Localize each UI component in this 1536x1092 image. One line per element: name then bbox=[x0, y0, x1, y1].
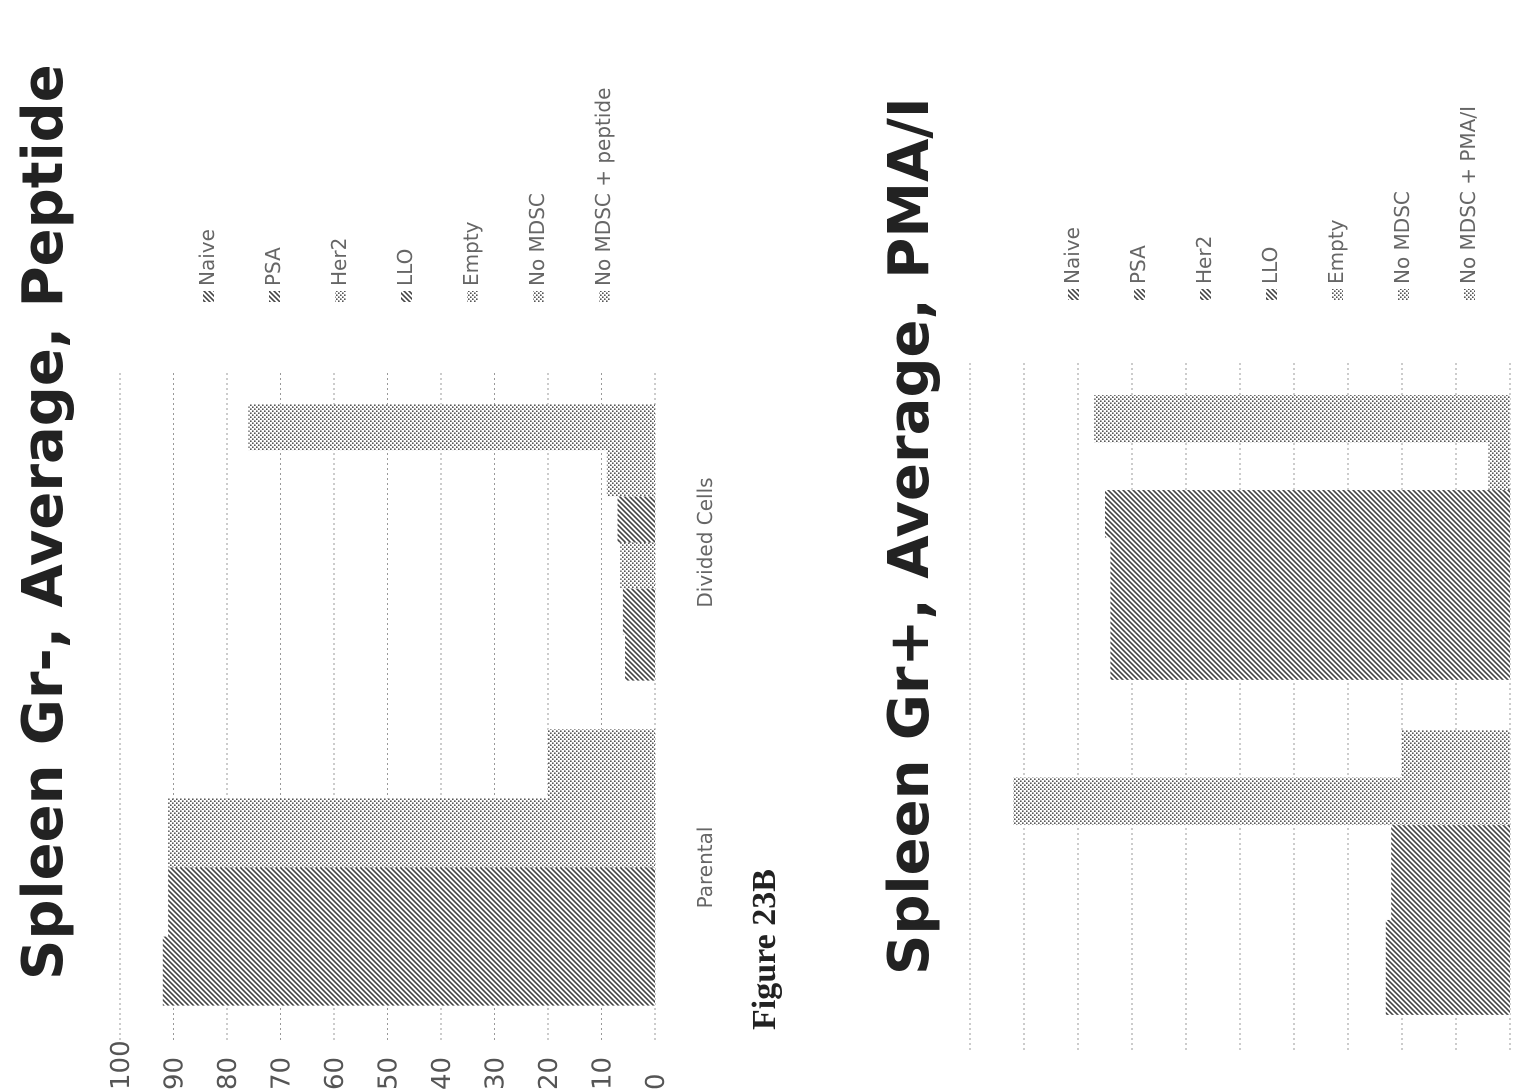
bar bbox=[1402, 730, 1510, 777]
bar bbox=[168, 798, 655, 867]
legend-label: Naive bbox=[195, 229, 219, 286]
bar bbox=[607, 450, 655, 496]
bar bbox=[1391, 873, 1510, 920]
legend-swatch bbox=[1332, 289, 1343, 300]
y-tick-label: 100 bbox=[106, 1040, 136, 1090]
bar bbox=[1094, 395, 1510, 442]
y-tick-label: 30 bbox=[481, 1057, 511, 1090]
legend-label: Empty bbox=[1324, 219, 1348, 284]
bar bbox=[163, 937, 655, 1006]
legend-label: No MDSC + peptide bbox=[591, 88, 615, 286]
legend-swatch bbox=[1068, 289, 1079, 300]
bar bbox=[623, 589, 655, 635]
legend-label: PSA bbox=[261, 247, 285, 286]
legend-swatch bbox=[401, 291, 412, 302]
chart: Spleen Gr+, Average, PMA/I Naive PSA Her2 LL… bbox=[877, 97, 1510, 1050]
bar bbox=[1110, 585, 1510, 632]
y-tick-label: 60 bbox=[320, 1057, 350, 1090]
bar bbox=[618, 496, 655, 542]
bar bbox=[1386, 967, 1510, 1014]
legend-label: Her2 bbox=[327, 238, 351, 286]
legend-label: Empty bbox=[459, 221, 483, 286]
y-tick-label: 10 bbox=[588, 1057, 618, 1090]
legend-swatch bbox=[1200, 289, 1211, 300]
bar bbox=[548, 729, 655, 798]
legend-swatch bbox=[269, 291, 280, 302]
bar bbox=[625, 635, 655, 681]
x-tick-label: Divided Cells bbox=[693, 477, 717, 607]
legend-label: No MDSC bbox=[1390, 191, 1414, 284]
y-tick-label: 40 bbox=[427, 1057, 457, 1090]
chart: Spleen Gr-, Average, Peptide 0 10 20 30 40 50 6… bbox=[11, 64, 717, 1090]
bar bbox=[168, 868, 655, 937]
bar bbox=[620, 543, 655, 589]
legend-swatch bbox=[599, 291, 610, 302]
bar bbox=[1488, 443, 1510, 490]
legend-label: LLO bbox=[393, 249, 417, 286]
y-tick-label: 70 bbox=[267, 1057, 297, 1090]
bar bbox=[1386, 920, 1510, 967]
legend-label: LLO bbox=[1258, 247, 1282, 284]
bar bbox=[1110, 632, 1510, 679]
legend-label: PSA bbox=[1126, 245, 1150, 284]
y-tick-label: 50 bbox=[374, 1057, 404, 1090]
legend-swatch bbox=[467, 291, 478, 302]
y-tick-label: 0 bbox=[641, 1073, 671, 1090]
x-tick-label: Parental bbox=[693, 827, 717, 909]
bar bbox=[1105, 490, 1510, 537]
bar bbox=[248, 404, 655, 450]
legend-swatch bbox=[533, 291, 544, 302]
legend-label: No MDSC + PMA/I bbox=[1456, 106, 1480, 284]
bar bbox=[1391, 825, 1510, 872]
legend-swatch bbox=[1464, 289, 1475, 300]
legend-swatch bbox=[1398, 289, 1409, 300]
bar bbox=[1013, 778, 1510, 825]
chart-title: Spleen Gr+, Average, PMA/I bbox=[877, 97, 942, 975]
y-tick-label: 90 bbox=[160, 1057, 190, 1090]
legend-swatch bbox=[1134, 289, 1145, 300]
legend-swatch bbox=[1266, 289, 1277, 300]
y-tick-label: 20 bbox=[534, 1057, 564, 1090]
legend-label: Her2 bbox=[1192, 236, 1216, 284]
figure-label: Figure 23B bbox=[746, 869, 783, 1030]
legend-swatch bbox=[335, 291, 346, 302]
legend-swatch bbox=[203, 291, 214, 302]
chart-title: Spleen Gr-, Average, Peptide bbox=[11, 64, 76, 980]
bar bbox=[1110, 538, 1510, 585]
legend-label: Naive bbox=[1060, 227, 1084, 284]
legend-label: No MDSC bbox=[525, 193, 549, 286]
y-tick-label: 80 bbox=[213, 1057, 243, 1090]
